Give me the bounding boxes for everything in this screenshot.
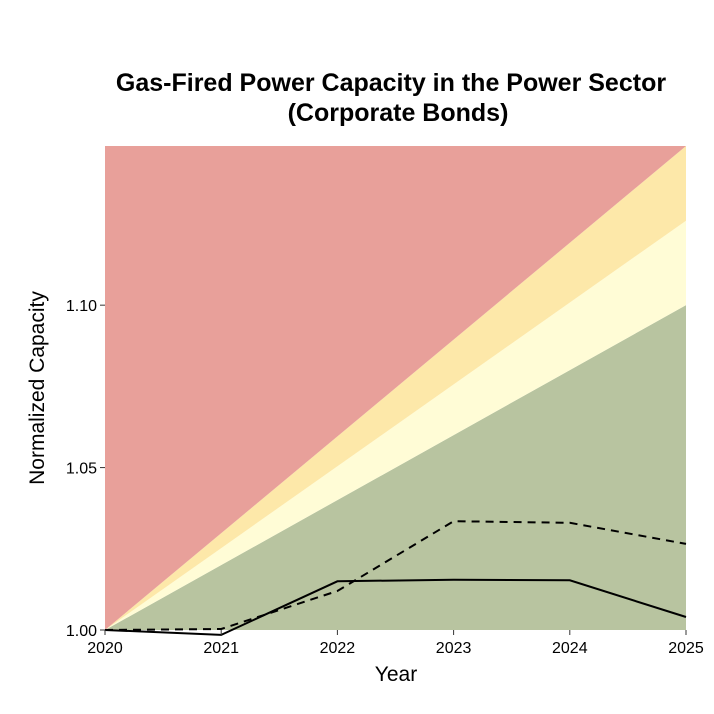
series-line-dashed xyxy=(104,520,687,631)
x-tick-label: 2025 xyxy=(668,640,704,657)
series-line-solid xyxy=(104,578,687,636)
x-axis-ticks: 2020 2021 2022 2023 2024 2025 xyxy=(87,630,704,657)
y-tick-label: 1.00 xyxy=(66,623,97,640)
plot-area xyxy=(104,146,687,636)
y-tick-label: 1.05 xyxy=(66,461,97,478)
y-axis-label: Normalized Capacity xyxy=(26,291,49,485)
y-tick-label: 1.10 xyxy=(66,298,97,315)
y-axis-ticks: 1.00 1.05 1.10 xyxy=(66,298,105,640)
x-tick-label: 2024 xyxy=(552,640,588,657)
x-tick-label: 2023 xyxy=(436,640,472,657)
chart-title-line-1: Gas-Fired Power Capacity in the Power Se… xyxy=(116,69,666,97)
x-tick-label: 2022 xyxy=(320,640,356,657)
x-tick-label: 2020 xyxy=(87,640,123,657)
x-axis-label: Year xyxy=(375,663,417,686)
series-lines xyxy=(104,520,687,636)
projection-bands xyxy=(105,146,686,630)
band-3 xyxy=(105,146,686,630)
chart-title-line-2: (Corporate Bonds) xyxy=(288,99,509,127)
x-tick-label: 2021 xyxy=(203,640,239,657)
